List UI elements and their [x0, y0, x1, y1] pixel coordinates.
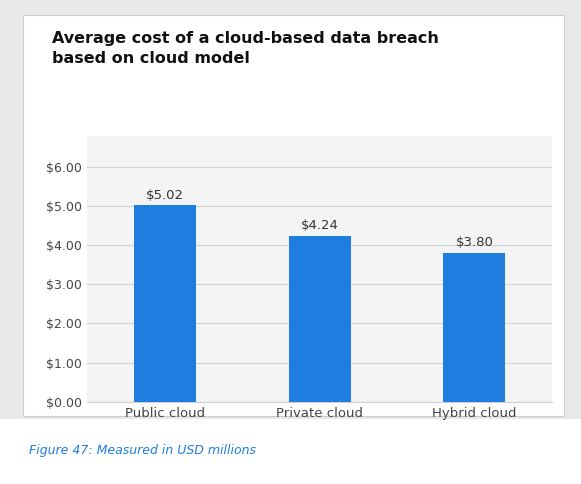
Bar	[134, 205, 196, 402]
Text: Figure 47: Measured in USD millions: Figure 47: Measured in USD millions	[29, 444, 256, 456]
Bar	[443, 253, 505, 402]
Bar	[289, 236, 350, 402]
Text: $4.24: $4.24	[300, 219, 339, 232]
Text: based on cloud model: based on cloud model	[52, 51, 250, 66]
Text: $3.80: $3.80	[456, 237, 493, 249]
Text: Average cost of a cloud-based data breach: Average cost of a cloud-based data breac…	[52, 31, 439, 46]
Text: $5.02: $5.02	[146, 189, 184, 202]
